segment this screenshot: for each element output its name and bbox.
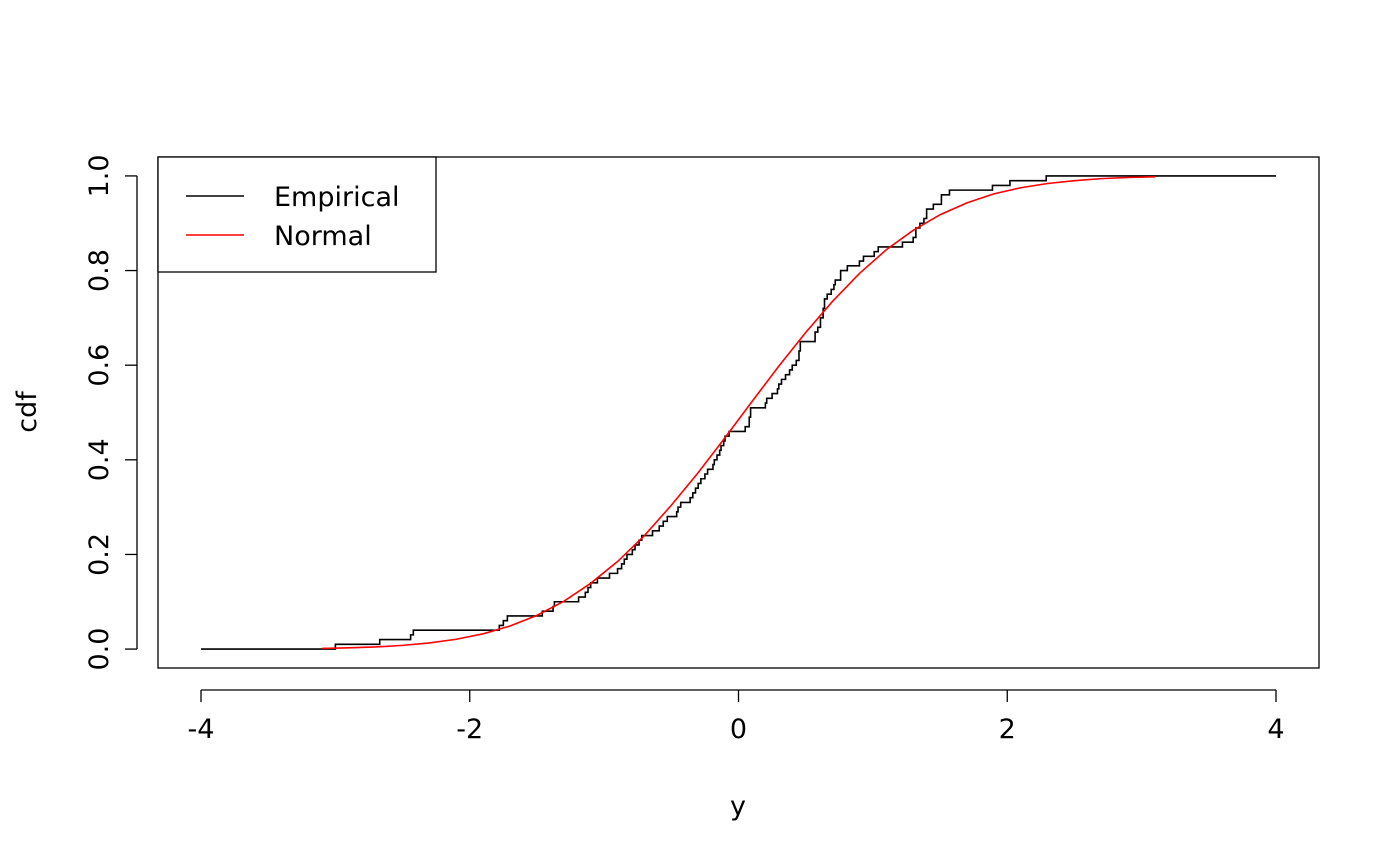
y-tick-label: 0.2	[84, 533, 115, 576]
x-tick-label: -2	[456, 714, 483, 745]
y-tick-label: 1.0	[84, 154, 115, 197]
series-line	[321, 175, 1156, 650]
y-tick-label: 0.8	[84, 249, 115, 292]
legend-label: Normal	[274, 221, 372, 252]
y-axis-label: cdf	[12, 390, 43, 433]
x-tick-label: 0	[730, 714, 747, 745]
legend-label: Empirical	[274, 182, 400, 213]
x-tick-label: 4	[1267, 714, 1284, 745]
legend-box	[157, 156, 437, 273]
plot-frame	[157, 156, 1320, 669]
x-tick-label: -4	[188, 714, 215, 745]
series-line	[201, 175, 1276, 650]
y-tick-label: 0.6	[84, 344, 115, 387]
y-tick-label: 0.4	[84, 438, 115, 481]
x-axis-label: y	[730, 791, 746, 822]
x-tick-label: 2	[999, 714, 1016, 745]
y-tick-label: 0.0	[84, 628, 115, 671]
